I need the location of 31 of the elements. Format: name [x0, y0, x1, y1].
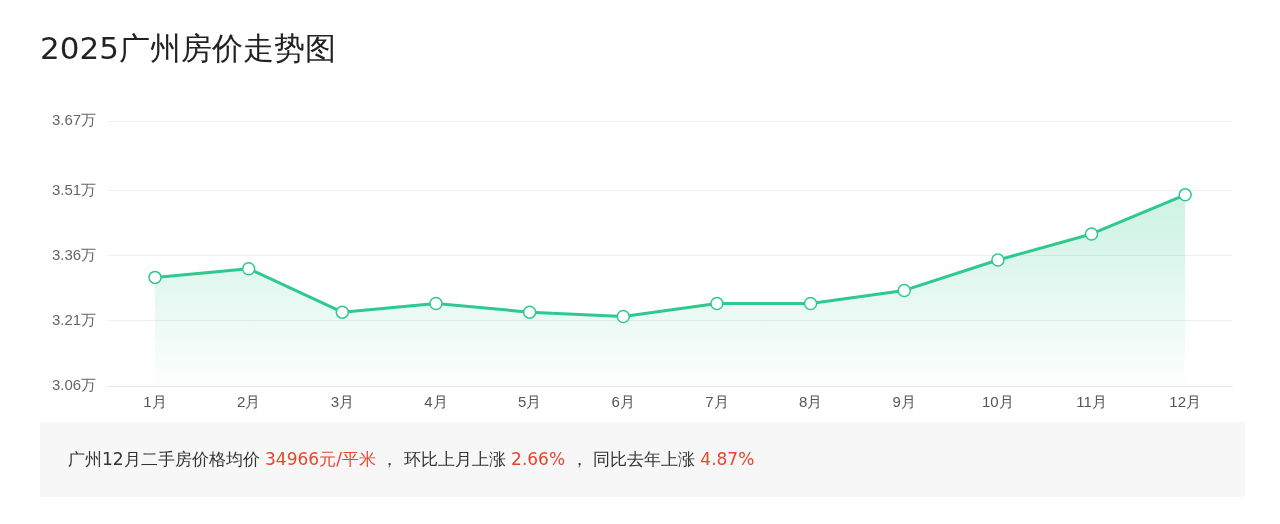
- y-tick-label: 3.06万: [51, 376, 97, 394]
- x-tick-label: 6月: [611, 393, 635, 411]
- point: [1178, 188, 1192, 202]
- point: [616, 309, 631, 324]
- x-tick-label: 8月: [798, 393, 823, 411]
- point: [429, 296, 443, 311]
- x-tick-label: 10月: [982, 393, 1014, 411]
- point: [335, 305, 350, 319]
- point: [710, 296, 724, 311]
- y-tick-label: 3.67万: [51, 111, 97, 129]
- x-tick-label: 9月: [892, 393, 916, 411]
- x-tick-label: 3月: [330, 393, 354, 411]
- x-tick-label: 12月: [1169, 393, 1202, 411]
- y-tick-label: 3.21万: [51, 310, 97, 328]
- x-tick-label: 11月: [1076, 393, 1107, 411]
- x-tick-label: 2月: [237, 393, 261, 411]
- point: [148, 270, 162, 285]
- point: [522, 305, 537, 319]
- x-tick-label: 5月: [517, 393, 542, 411]
- point: [241, 261, 256, 276]
- text: 广州12月二手房价格均价 34966元/平米 ， 环比上月上涨 2.66% ， 同比去年上涨 4.87%: [68, 449, 755, 469]
- point: [803, 296, 818, 311]
- y-tick-label: 3.51万: [51, 180, 97, 198]
- x-tick-label: 1月: [143, 393, 167, 411]
- x-tick-label: 4月: [424, 393, 448, 411]
- chart-title: 2025广州房价走势图: [40, 29, 336, 68]
- point: [1084, 227, 1099, 241]
- point: [991, 253, 1005, 267]
- point: [897, 283, 911, 298]
- x-tick-label: 7月: [705, 393, 729, 411]
- y-tick-label: 3.36万: [51, 245, 97, 263]
